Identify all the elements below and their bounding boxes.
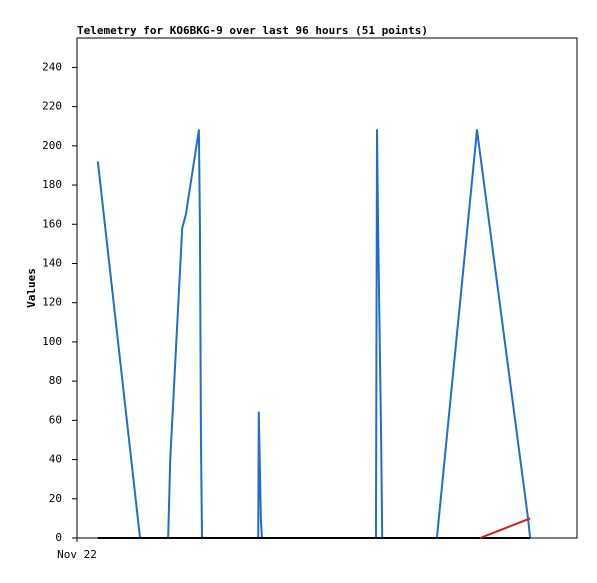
y-tick-label: 220 xyxy=(42,100,62,113)
y-tick-label: 240 xyxy=(42,60,62,73)
y-tick-label: 180 xyxy=(42,178,62,191)
y-tick-label: 40 xyxy=(49,453,62,466)
plot-frame xyxy=(76,37,578,539)
series-line xyxy=(479,517,531,539)
y-tick-label: 140 xyxy=(42,256,62,269)
y-tick-label: 200 xyxy=(42,139,62,152)
series-line xyxy=(96,129,532,539)
y-tick-label: 160 xyxy=(42,217,62,230)
y-tick-label: 20 xyxy=(49,492,62,505)
y-tick-label: 0 xyxy=(55,531,62,544)
chart-title: Telemetry for KO6BKG-9 over last 96 hour… xyxy=(77,24,428,37)
y-tick-label: 80 xyxy=(49,374,62,387)
x-tick-label: Nov 22 xyxy=(57,548,97,561)
y-tick-label: 100 xyxy=(42,335,62,348)
y-axis-label: Values xyxy=(25,268,38,308)
y-tick-label: 60 xyxy=(49,413,62,426)
y-tick-label: 120 xyxy=(42,296,62,309)
